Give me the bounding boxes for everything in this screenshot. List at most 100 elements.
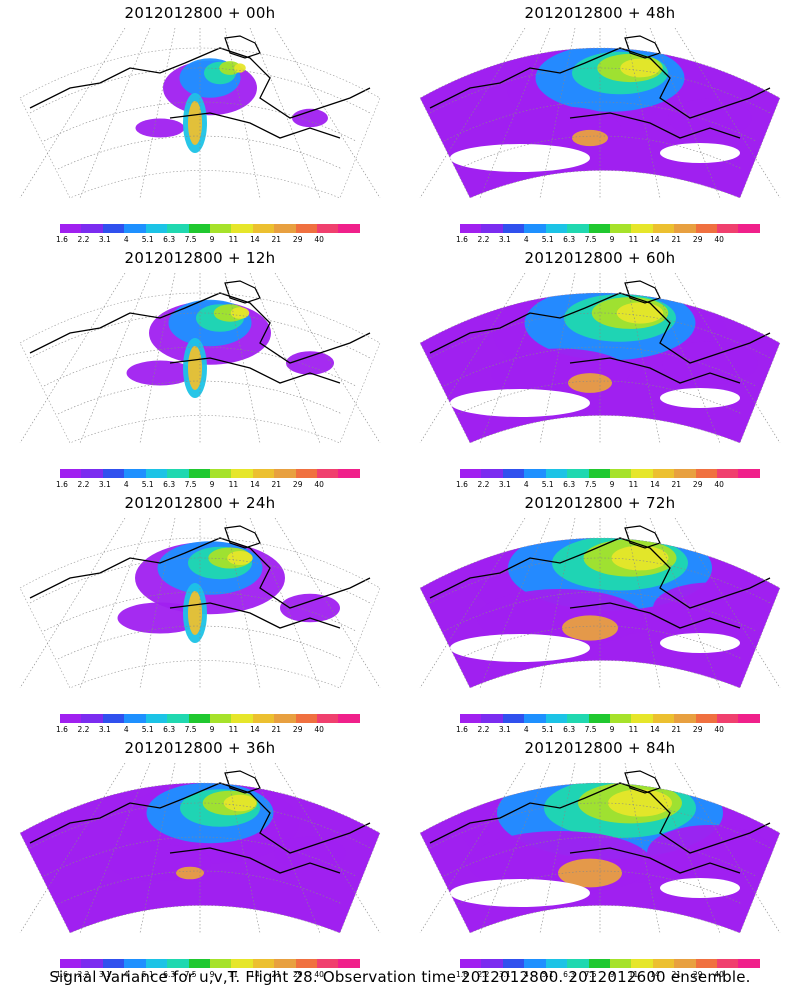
forecast-panel: 2012012800 + 48h 1.6 2.2 3.1 4 5.1 6.3 7.5 9 11 14… bbox=[400, 0, 800, 245]
colorbar-tick-label: 4 bbox=[123, 480, 129, 489]
colorbar bbox=[60, 469, 360, 478]
colorbar-swatch bbox=[231, 469, 253, 478]
colorbar-swatch bbox=[124, 714, 146, 723]
colorbar-tick-label: 5.1 bbox=[541, 480, 554, 489]
colorbar-swatch bbox=[124, 469, 146, 478]
colorbar-tick-label: 3.1 bbox=[498, 970, 511, 979]
colorbar-labels: 1.6 2.2 3.1 4 5.1 6.3 7.5 9 11 14 21 29 40 bbox=[456, 970, 760, 980]
projection-map bbox=[19, 763, 381, 933]
colorbar-tick-label: 5.1 bbox=[141, 480, 154, 489]
colorbar bbox=[60, 714, 360, 723]
colorbar-tick-label: 9 bbox=[609, 480, 615, 489]
colorbar-swatch bbox=[631, 469, 653, 478]
colorbar-swatch bbox=[295, 959, 318, 968]
colorbar-tick-label: 3.1 bbox=[98, 235, 111, 244]
forecast-panel: 2012012800 + 00h 1.6 2.2 3.1 4 5.1 6.3 7.5 9 11 14… bbox=[0, 0, 400, 245]
colorbar-tick-label: 4 bbox=[123, 970, 129, 979]
colorbar bbox=[460, 959, 760, 968]
colorbar-swatch bbox=[188, 224, 210, 233]
colorbar-tick-label: 3.1 bbox=[98, 725, 111, 734]
colorbar-tick-label: 14 bbox=[250, 970, 260, 979]
colorbar-swatch bbox=[524, 714, 546, 723]
colorbar-swatch bbox=[588, 714, 610, 723]
colorbar-tick-label: 2.2 bbox=[477, 970, 490, 979]
colorbar-tick-label: 40 bbox=[714, 970, 724, 979]
colorbar-tick-label: 9 bbox=[209, 970, 215, 979]
colorbar bbox=[460, 469, 760, 478]
colorbar-swatch bbox=[524, 224, 546, 233]
colorbar-tick-label: 2.2 bbox=[77, 235, 90, 244]
colorbar-tick-label: 7.5 bbox=[184, 235, 197, 244]
colorbar-swatch bbox=[609, 224, 632, 233]
forecast-panel: 2012012800 + 12h 1.6 2.2 3.1 4 5.1 6.3 7.5 9 11 14… bbox=[0, 245, 400, 490]
colorbar-tick-label: 1.6 bbox=[456, 970, 468, 979]
projection-map bbox=[419, 763, 781, 933]
colorbar-tick-label: 40 bbox=[314, 725, 324, 734]
colorbar-tick-label: 5.1 bbox=[541, 725, 554, 734]
colorbar-swatch bbox=[609, 959, 632, 968]
colorbar-tick-label: 3.1 bbox=[98, 970, 111, 979]
colorbar-tick-label: 6.3 bbox=[163, 725, 176, 734]
colorbar-swatch bbox=[652, 224, 675, 233]
colorbar-swatch bbox=[545, 714, 568, 723]
colorbar-tick-label: 4 bbox=[523, 235, 529, 244]
colorbar-tick-label: 9 bbox=[609, 235, 615, 244]
colorbar-swatch bbox=[338, 714, 360, 723]
colorbar-tick-label: 5.1 bbox=[141, 235, 154, 244]
colorbar-swatch bbox=[317, 714, 339, 723]
colorbar-tick-label: 4 bbox=[123, 725, 129, 734]
colorbar-tick-label: 29 bbox=[692, 725, 703, 734]
colorbar-tick-label: 9 bbox=[609, 725, 615, 734]
colorbar-swatch bbox=[695, 959, 718, 968]
colorbar-tick-label: 11 bbox=[628, 480, 639, 489]
colorbar-labels: 1.6 2.2 3.1 4 5.1 6.3 7.5 9 11 14 21 29 40 bbox=[56, 725, 360, 735]
colorbar-tick-label: 2.2 bbox=[477, 235, 490, 244]
projection-map bbox=[419, 273, 781, 443]
colorbar bbox=[60, 959, 360, 968]
colorbar-tick-label: 1.6 bbox=[56, 970, 68, 979]
colorbar-swatch bbox=[209, 224, 232, 233]
colorbar-tick-label: 21 bbox=[671, 235, 682, 244]
colorbar-tick-label: 6.3 bbox=[163, 235, 176, 244]
colorbar-tick-label: 4 bbox=[123, 235, 129, 244]
forecast-panel: 2012012800 + 24h 1.6 2.2 3.1 4 5.1 6.3 7.5 9 11 14… bbox=[0, 490, 400, 735]
colorbar-swatch bbox=[567, 224, 589, 233]
colorbar-swatch bbox=[481, 224, 503, 233]
forecast-panel: 2012012800 + 72h 1.6 2.2 3.1 4 5.1 6.3 7.5 9 11 14… bbox=[400, 490, 800, 735]
colorbar-tick-label: 1.6 bbox=[56, 480, 68, 489]
colorbar-tick-label: 14 bbox=[250, 235, 260, 244]
colorbar-tick-label: 9 bbox=[209, 725, 215, 734]
panel-title: 2012012800 + 60h bbox=[524, 249, 676, 267]
forecast-panel: 2012012800 + 36h 1.6 2.2 3.1 4 5.1 6.3 7.5 9 11 14… bbox=[0, 735, 400, 980]
colorbar-tick-label: 21 bbox=[271, 970, 282, 979]
colorbar-swatch bbox=[167, 714, 189, 723]
colorbar-swatch bbox=[252, 469, 275, 478]
colorbar-tick-label: 4 bbox=[523, 480, 529, 489]
colorbar-tick-label: 6.3 bbox=[163, 970, 176, 979]
colorbar-swatch bbox=[545, 959, 568, 968]
colorbar-swatch bbox=[252, 224, 275, 233]
colorbar-swatch bbox=[502, 714, 525, 723]
colorbar-swatch bbox=[588, 224, 610, 233]
colorbar-swatch bbox=[460, 469, 482, 478]
colorbar-swatch bbox=[524, 469, 546, 478]
colorbar-tick-label: 21 bbox=[271, 480, 282, 489]
colorbar-tick-label: 14 bbox=[650, 235, 660, 244]
colorbar bbox=[460, 224, 760, 233]
colorbar-labels: 1.6 2.2 3.1 4 5.1 6.3 7.5 9 11 14 21 29 40 bbox=[456, 480, 760, 490]
colorbar-swatch bbox=[652, 714, 675, 723]
colorbar-swatch bbox=[338, 224, 360, 233]
colorbar-tick-label: 21 bbox=[271, 725, 282, 734]
colorbar-swatch bbox=[674, 469, 696, 478]
colorbar-tick-label: 40 bbox=[714, 725, 724, 734]
colorbar-swatch bbox=[188, 959, 210, 968]
colorbar-tick-label: 14 bbox=[650, 970, 660, 979]
colorbar-swatch bbox=[502, 469, 525, 478]
colorbar-tick-label: 3.1 bbox=[498, 235, 511, 244]
colorbar-swatch bbox=[231, 224, 253, 233]
colorbar-swatch bbox=[252, 714, 275, 723]
colorbar-tick-label: 40 bbox=[314, 970, 324, 979]
colorbar-tick-label: 4 bbox=[523, 970, 529, 979]
colorbar-tick-label: 11 bbox=[628, 235, 639, 244]
colorbar-swatch bbox=[274, 224, 296, 233]
